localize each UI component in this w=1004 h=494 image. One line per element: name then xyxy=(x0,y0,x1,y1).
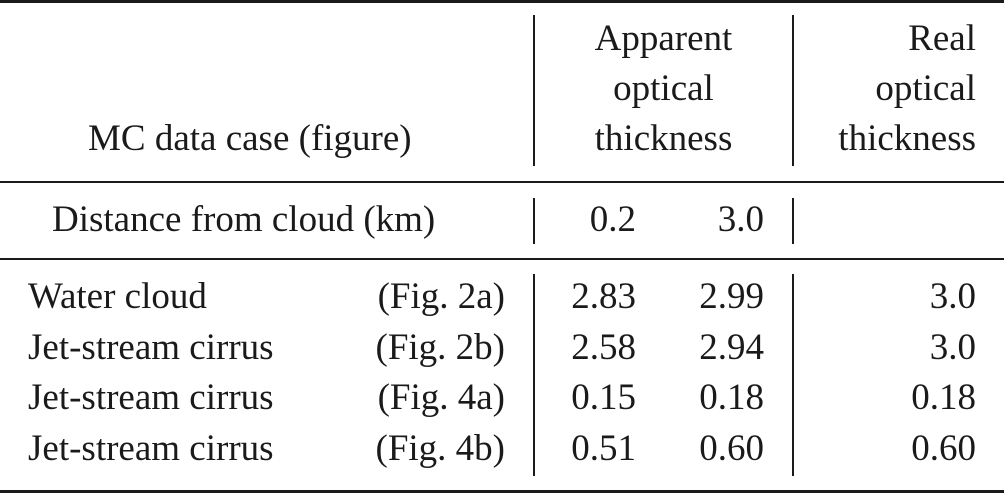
bottom-rule xyxy=(0,490,1004,493)
apparent-value-1: 2.58 xyxy=(571,327,636,368)
apparent-value-2: 0.18 xyxy=(699,377,764,418)
distance-label: Distance from cloud (km) xyxy=(52,199,436,240)
case-name: Jet-stream cirrus xyxy=(28,428,274,469)
case-figure: (Fig. 4a) xyxy=(377,377,505,418)
apparent-header-line-3: thickness xyxy=(594,118,733,159)
apparent-value-1: 0.51 xyxy=(571,428,636,469)
case-figure: (Fig. 4b) xyxy=(375,428,506,469)
header-rule xyxy=(0,181,1004,183)
header-separator-right xyxy=(792,15,794,166)
apparent-value-2: 2.99 xyxy=(699,276,764,317)
real-header-line-3: thickness xyxy=(838,118,976,159)
apparent-value-1: 2.83 xyxy=(571,276,636,317)
apparent-value-1: 0.15 xyxy=(571,377,636,418)
apparent-header-line-1: Apparent xyxy=(594,18,733,59)
distance-value-2: 3.0 xyxy=(717,199,764,240)
real-value: 0.60 xyxy=(911,428,976,469)
real-header-line-2: optical xyxy=(875,68,976,109)
real-value: 3.0 xyxy=(929,276,976,317)
real-header-line-1: Real xyxy=(908,18,976,59)
row-label-header: MC data case (figure) xyxy=(88,118,412,159)
distance-value-1: 0.2 xyxy=(589,199,636,240)
real-value: 0.18 xyxy=(911,377,976,418)
case-figure: (Fig. 2b) xyxy=(375,327,506,368)
case-figure: (Fig. 2a) xyxy=(377,276,505,317)
distance-rule xyxy=(0,258,1004,260)
top-rule xyxy=(0,0,1004,3)
case-name: Jet-stream cirrus xyxy=(28,377,274,418)
real-value: 3.0 xyxy=(929,327,976,368)
case-name: Jet-stream cirrus xyxy=(28,327,274,368)
distance-separator-right xyxy=(792,198,794,244)
case-name: Water cloud xyxy=(28,276,207,317)
header-separator-left xyxy=(533,15,535,166)
apparent-value-2: 0.60 xyxy=(699,428,764,469)
apparent-header-line-2: optical xyxy=(613,68,714,109)
distance-separator-left xyxy=(533,198,535,244)
body-separator-right xyxy=(792,274,794,476)
apparent-value-2: 2.94 xyxy=(699,327,764,368)
body-separator-left xyxy=(533,274,535,476)
